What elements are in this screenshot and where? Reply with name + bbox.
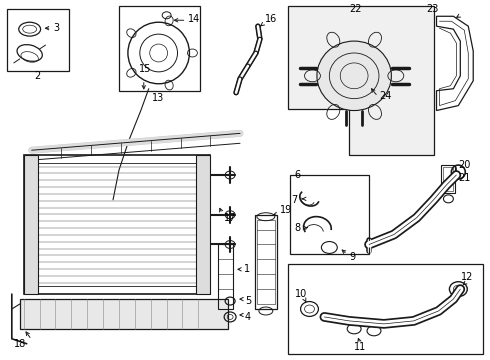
- Text: 1: 1: [244, 264, 250, 274]
- Polygon shape: [288, 6, 434, 155]
- Text: 2: 2: [34, 71, 41, 81]
- Text: 20: 20: [458, 160, 471, 170]
- Text: 16: 16: [265, 14, 277, 24]
- Bar: [38, 163, 196, 286]
- Text: 14: 14: [189, 14, 201, 24]
- Bar: [443, 167, 453, 191]
- Bar: [441, 165, 455, 193]
- Text: 22: 22: [349, 4, 362, 14]
- Bar: [218, 244, 233, 309]
- Ellipse shape: [27, 222, 34, 228]
- Text: 21: 21: [458, 173, 471, 183]
- Text: 4: 4: [245, 312, 251, 322]
- Text: 23: 23: [427, 4, 439, 14]
- Text: 5: 5: [245, 296, 251, 306]
- Text: 3: 3: [53, 23, 60, 33]
- Text: 8: 8: [294, 222, 301, 233]
- Text: 9: 9: [349, 252, 355, 262]
- Bar: [288, 264, 483, 354]
- Text: 10: 10: [294, 289, 307, 299]
- Ellipse shape: [27, 167, 34, 173]
- Text: 6: 6: [294, 170, 301, 180]
- Bar: [257, 220, 275, 304]
- Text: 24: 24: [379, 91, 392, 101]
- Text: 18: 18: [14, 339, 26, 349]
- Text: 7: 7: [292, 195, 298, 205]
- Bar: [24, 155, 38, 294]
- Text: 11: 11: [354, 342, 367, 352]
- Bar: [196, 155, 210, 294]
- Text: 13: 13: [151, 93, 164, 103]
- Bar: [7, 9, 70, 71]
- Ellipse shape: [317, 41, 392, 111]
- Bar: [290, 175, 369, 255]
- Text: 15: 15: [139, 64, 151, 74]
- Bar: [20, 299, 228, 329]
- Text: 17: 17: [224, 213, 237, 223]
- Bar: [24, 155, 210, 294]
- Text: 12: 12: [461, 272, 474, 282]
- Ellipse shape: [27, 276, 34, 282]
- Bar: [255, 215, 277, 309]
- Text: 19: 19: [280, 205, 292, 215]
- Bar: [119, 6, 200, 91]
